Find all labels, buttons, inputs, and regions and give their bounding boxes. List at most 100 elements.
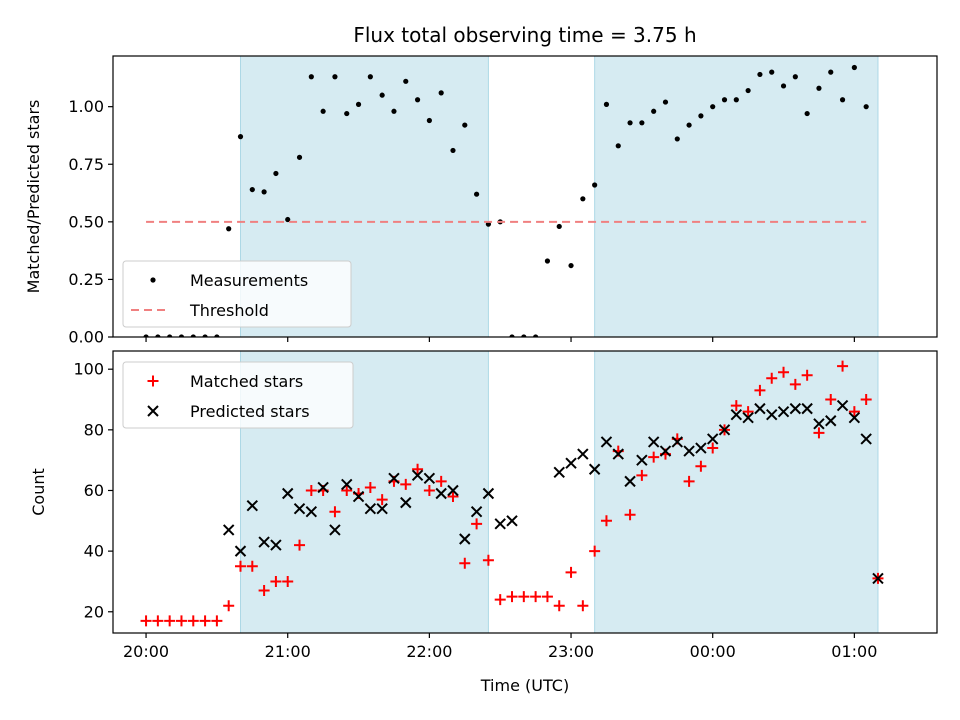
data-point: [742, 412, 754, 424]
y-tick-label: 80: [84, 420, 104, 439]
legend-marker: [147, 405, 159, 417]
data-point: [603, 101, 610, 107]
data-point: [851, 64, 857, 71]
data-point: [364, 502, 377, 515]
data-point: [778, 366, 790, 378]
data-point: [423, 472, 436, 485]
data-point: [825, 415, 837, 427]
data-point: [414, 97, 421, 103]
data-point: [816, 85, 822, 91]
data-point: [683, 445, 695, 457]
data-point: [674, 136, 680, 142]
data-point: [813, 418, 825, 430]
data-point: [521, 334, 527, 337]
data-point: [615, 143, 621, 149]
data-point: [305, 506, 318, 518]
data-point: [636, 454, 648, 466]
data-point: [344, 110, 350, 117]
data-point: [580, 196, 586, 202]
data-point: [296, 154, 303, 160]
data-point: [721, 97, 728, 103]
data-point: [249, 186, 255, 193]
data-point: [825, 394, 837, 406]
data-point: [435, 475, 447, 487]
data-point: [435, 487, 447, 500]
data-point: [804, 110, 810, 117]
y-tick-label: 0.50: [68, 212, 104, 231]
data-point: [553, 466, 565, 478]
data-point: [565, 566, 577, 578]
y-tick-label: 20: [84, 602, 104, 621]
data-point: [624, 509, 636, 521]
data-point: [329, 506, 341, 518]
data-point: [202, 334, 208, 337]
data-point: [636, 469, 648, 481]
data-point: [792, 74, 798, 80]
observing-window-1: [594, 350, 879, 634]
data-point: [329, 524, 341, 536]
data-point: [140, 615, 152, 627]
y-tick-label: 0.25: [68, 270, 104, 289]
data-point: [577, 448, 589, 460]
chart-title: Flux total observing time = 3.75 h: [353, 23, 696, 47]
data-point: [367, 74, 373, 80]
data-point: [839, 97, 846, 103]
data-point: [544, 258, 551, 264]
series-predicted-stars: [222, 399, 884, 585]
data-point: [364, 481, 376, 493]
y-tick-label: 40: [84, 542, 104, 561]
legend-label: Predicted stars: [190, 402, 310, 421]
data-point: [600, 436, 613, 448]
data-point: [388, 472, 400, 485]
x-tick-label: 22:00: [406, 642, 452, 661]
data-point: [403, 78, 409, 84]
data-point: [828, 69, 834, 75]
data-point: [745, 87, 751, 94]
data-point: [178, 334, 185, 337]
data-point: [485, 221, 492, 227]
data-point: [470, 506, 483, 518]
data-point: [565, 457, 577, 469]
data-point: [592, 182, 598, 188]
data-point: [341, 484, 353, 496]
legend-label: Threshold: [189, 301, 269, 320]
data-point: [282, 487, 294, 500]
data-point: [659, 445, 672, 457]
data-point: [258, 536, 270, 548]
top-panel: 0.00 0.25 0.50 0.75 1.00 Flux total observing…: [24, 23, 938, 347]
data-point: [589, 545, 601, 557]
data-point: [246, 499, 259, 512]
data-point: [730, 408, 743, 421]
legend: Measurements Threshold: [122, 260, 352, 328]
data-point: [234, 560, 246, 572]
data-point: [282, 575, 294, 587]
data-point: [379, 92, 385, 98]
axes-frame: [112, 350, 938, 634]
data-point: [754, 384, 766, 396]
y-tick-label: 60: [84, 481, 104, 500]
x-axis-label: Time (UTC): [480, 676, 569, 695]
data-point: [211, 615, 223, 627]
data-point: [801, 402, 813, 415]
x-tick-label: 01:00: [831, 642, 877, 661]
data-point: [305, 484, 317, 496]
data-point: [270, 575, 282, 587]
data-point: [450, 147, 456, 154]
data-point: [494, 518, 506, 530]
data-point: [376, 502, 388, 515]
data-point: [639, 120, 645, 126]
data-point: [187, 615, 199, 627]
data-point: [757, 71, 763, 78]
data-point: [494, 594, 506, 606]
data-point: [258, 585, 270, 597]
data-point: [742, 406, 754, 418]
data-point: [813, 427, 825, 439]
data-point: [541, 591, 553, 603]
data-point: [175, 615, 187, 627]
data-point: [462, 122, 468, 128]
x-tick-label: 00:00: [690, 642, 736, 661]
data-point: [482, 554, 494, 566]
bottom-panel: 20 40 60 80 100 20:00 21:00 22:00 23:00 00:00 01:0…: [29, 350, 938, 695]
legend-marker: [150, 277, 156, 283]
